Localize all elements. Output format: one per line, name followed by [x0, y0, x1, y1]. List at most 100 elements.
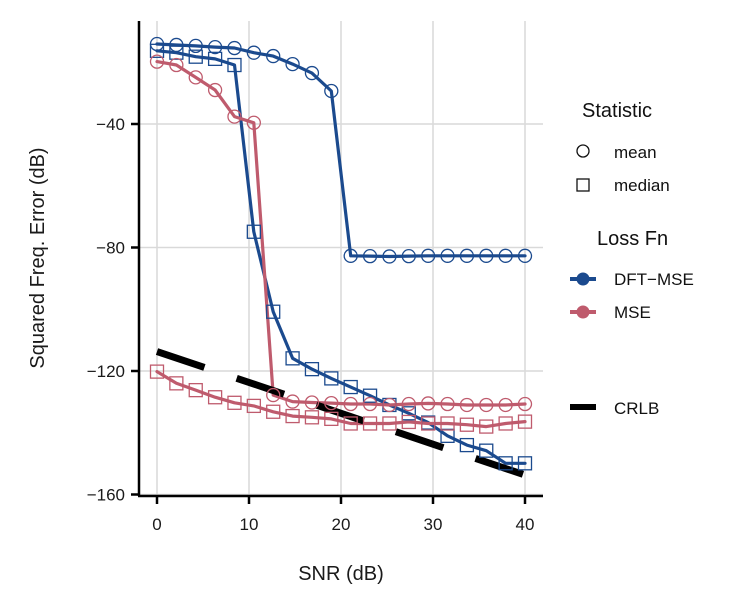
marker-mse-median: [188, 382, 203, 398]
y-tick-label: −80: [96, 239, 125, 258]
marker-dft-mse-mean: [207, 39, 223, 55]
crlb-layer: [155, 348, 527, 479]
legend-crlb-label: CRLB: [614, 399, 659, 418]
marker-mse-median: [304, 410, 320, 425]
legend-mean-marker: [576, 144, 590, 158]
marker-mse-mean: [498, 397, 513, 413]
marker-mse-median: [324, 411, 339, 427]
marker-mse-mean: [324, 395, 339, 411]
x-tick-label: 30: [424, 515, 443, 534]
marker-dft-mse-mean: [266, 48, 281, 64]
marker-dft-mse-mean: [246, 45, 261, 60]
marker-dft-mse-mean: [498, 248, 513, 263]
marker-mse-median: [246, 398, 261, 414]
marker-mse-mean: [149, 54, 165, 69]
legend-dft-mse-dot: [576, 272, 590, 286]
marker-dft-mse-mean: [479, 248, 494, 263]
legend-title-statistic: Statistic: [582, 100, 652, 122]
legend-mse-dot: [576, 305, 590, 319]
marker-mse-mean: [343, 396, 358, 412]
marker-mse-mean: [207, 82, 223, 98]
marker-dft-mse-median: [246, 224, 261, 239]
marker-mse-mean: [421, 396, 436, 411]
marker-mse-mean: [517, 396, 533, 412]
x-tick-label: 10: [240, 515, 259, 534]
marker-dft-mse-mean: [188, 38, 203, 54]
marker-dft-mse-mean: [401, 248, 416, 264]
marker-mse-mean: [479, 397, 494, 413]
marker-mse-median: [440, 416, 455, 431]
marker-mse-mean: [285, 394, 300, 409]
legend-mse-label: MSE: [614, 303, 651, 322]
marker-mse-mean: [401, 396, 416, 412]
marker-dft-mse-mean: [459, 248, 475, 263]
marker-mse-median: [401, 414, 416, 430]
marker-dft-mse-median: [188, 49, 203, 64]
crlb-line: [155, 348, 527, 479]
marker-dft-mse-median: [149, 43, 165, 58]
marker-mse-median: [285, 408, 300, 424]
y-tick-label: −120: [87, 362, 125, 381]
marker-dft-mse-mean: [382, 249, 397, 264]
x-axis-title: SNR (dB): [298, 563, 384, 585]
marker-mse-mean: [382, 397, 397, 413]
legend-median-marker: [576, 178, 590, 192]
marker-dft-mse-median: [401, 406, 416, 421]
marker-mse-median: [149, 364, 165, 379]
series-line-mse-mean: [155, 59, 527, 407]
legend-mean-label: mean: [614, 143, 657, 162]
legend-median-label: median: [614, 176, 670, 195]
marker-mse-mean: [227, 109, 242, 124]
legend-title-loss-fn: Loss Fn: [597, 228, 668, 250]
marker-mse-mean: [304, 395, 320, 410]
x-tick-label: 0: [152, 515, 161, 534]
marker-dft-mse-mean: [169, 37, 184, 53]
marker-dft-mse-mean: [227, 40, 242, 56]
marker-dft-mse-mean: [421, 248, 436, 263]
series-markers: [149, 36, 533, 471]
series-line-dft-mse-mean: [155, 42, 527, 259]
ticks: 0 10 20 30 40 −40 −80 −120 −160: [87, 115, 535, 534]
marker-mse-median: [266, 404, 281, 419]
marker-dft-mse-median: [343, 379, 358, 395]
marker-dft-mse-median: [517, 456, 533, 471]
x-tick-label: 40: [516, 515, 535, 534]
marker-mse-mean: [266, 387, 281, 403]
marker-mse-median: [517, 414, 533, 429]
marker-dft-mse-mean: [517, 248, 533, 263]
marker-mse-mean: [459, 397, 475, 413]
marker-dft-mse-median: [459, 437, 475, 453]
y-tick-label: −160: [87, 486, 125, 505]
marker-mse-median: [207, 390, 223, 405]
series-lines: [155, 42, 527, 465]
grid: [139, 21, 543, 496]
marker-mse-mean: [246, 115, 261, 130]
marker-mse-median: [479, 419, 494, 434]
marker-dft-mse-median: [169, 45, 184, 60]
marker-mse-median: [362, 416, 378, 431]
marker-mse-median: [227, 395, 242, 410]
marker-mse-mean: [188, 70, 203, 85]
x-tick-label: 20: [332, 515, 351, 534]
marker-mse-median: [498, 416, 513, 431]
legend: Statistic mean median Loss Fn DFT−MSE MS…: [570, 100, 694, 418]
marker-dft-mse-mean: [285, 56, 300, 72]
y-tick-label: −40: [96, 115, 125, 134]
marker-mse-median: [459, 417, 475, 432]
y-axis-title: Squared Freq. Error (dB): [27, 147, 49, 368]
marker-mse-mean: [362, 396, 378, 412]
marker-mse-median: [382, 416, 397, 431]
marker-dft-mse-mean: [440, 248, 455, 263]
marker-dft-mse-median: [266, 304, 281, 319]
marker-mse-median: [343, 416, 358, 431]
marker-dft-mse-median: [362, 388, 378, 403]
marker-dft-mse-median: [324, 371, 339, 386]
marker-mse-median: [169, 376, 184, 391]
marker-mse-mean: [169, 57, 184, 73]
marker-dft-mse-mean: [362, 248, 378, 264]
marker-dft-mse-median: [479, 443, 494, 458]
marker-dft-mse-median: [227, 57, 242, 73]
marker-dft-mse-mean: [324, 83, 339, 99]
marker-dft-mse-mean: [343, 248, 358, 263]
